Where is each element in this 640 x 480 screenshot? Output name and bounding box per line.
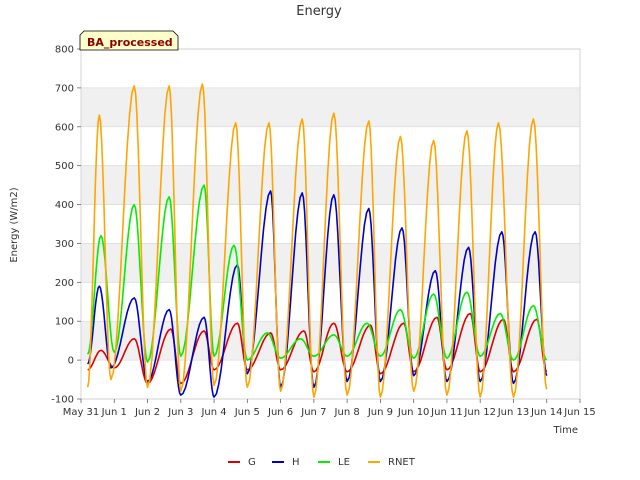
y-tick-label: 200 — [55, 278, 74, 289]
x-tick-label: Jun 14 — [530, 407, 563, 418]
plot-frame — [80, 48, 581, 400]
background-band — [81, 87, 580, 127]
legend-label: H — [292, 457, 300, 468]
chart-legend: G H LE RNET — [228, 457, 416, 468]
x-tick-label: Jun 2 — [134, 407, 160, 418]
chart-title: Energy — [296, 4, 342, 19]
x-tick-label: Jun 7 — [300, 407, 326, 418]
series-rnet-line — [86, 83, 548, 398]
legend-label: LE — [338, 457, 350, 468]
y-tick-label: 500 — [55, 161, 74, 172]
y-tick-label: 600 — [55, 122, 74, 133]
badge-label: BA_processed — [87, 36, 173, 49]
x-tick-label: Jun 1 — [101, 407, 127, 418]
y-tick-label: 100 — [55, 317, 74, 328]
plot-border — [80, 48, 581, 400]
x-tick-label: Jun 11 — [430, 407, 463, 418]
y-tick-label: 300 — [55, 239, 74, 250]
x-tick-label: Jun 3 — [167, 407, 193, 418]
legend-item-g: G — [228, 457, 256, 468]
legend-item-le: LE — [318, 457, 350, 468]
legend-item-h: H — [272, 457, 300, 468]
y-axis-ticks: -100 0 100 200 300 400 500 600 700 800 — [51, 45, 81, 406]
x-tick-label: Jun 6 — [267, 407, 293, 418]
x-axis-label: Time — [553, 425, 578, 436]
x-tick-label: Jun 5 — [234, 407, 260, 418]
legend-item-rnet: RNET — [368, 457, 416, 468]
y-tick-label: 400 — [55, 200, 74, 211]
x-tick-label: Jun 9 — [367, 407, 393, 418]
x-axis-ticks: May 31 Jun 1 Jun 2 Jun 3 Jun 4 Jun 5 Jun 6 Jun … — [63, 399, 596, 418]
legend-label: G — [248, 457, 256, 468]
y-tick-label: 800 — [55, 45, 74, 56]
y-tick-label: -100 — [51, 395, 74, 406]
x-tick-label: Jun 8 — [334, 407, 360, 418]
series-le-line — [86, 184, 548, 363]
series-layer — [86, 83, 548, 398]
x-tick-label: Jun 4 — [200, 407, 226, 418]
processing-badge: BA_processed — [79, 30, 179, 51]
x-tick-label: Jun 12 — [463, 407, 496, 418]
series-h-line — [87, 190, 548, 398]
x-tick-label: Jun 15 — [563, 407, 596, 418]
y-axis-label: Energy (W/m2) — [9, 187, 20, 262]
x-tick-label: Jun 10 — [397, 407, 430, 418]
background-band — [81, 165, 580, 205]
y-tick-label: 0 — [68, 356, 74, 367]
y-tick-label: 700 — [55, 83, 74, 94]
x-tick-label: May 31 — [63, 407, 100, 418]
legend-label: RNET — [388, 457, 416, 468]
x-tick-label: Jun 13 — [497, 407, 530, 418]
